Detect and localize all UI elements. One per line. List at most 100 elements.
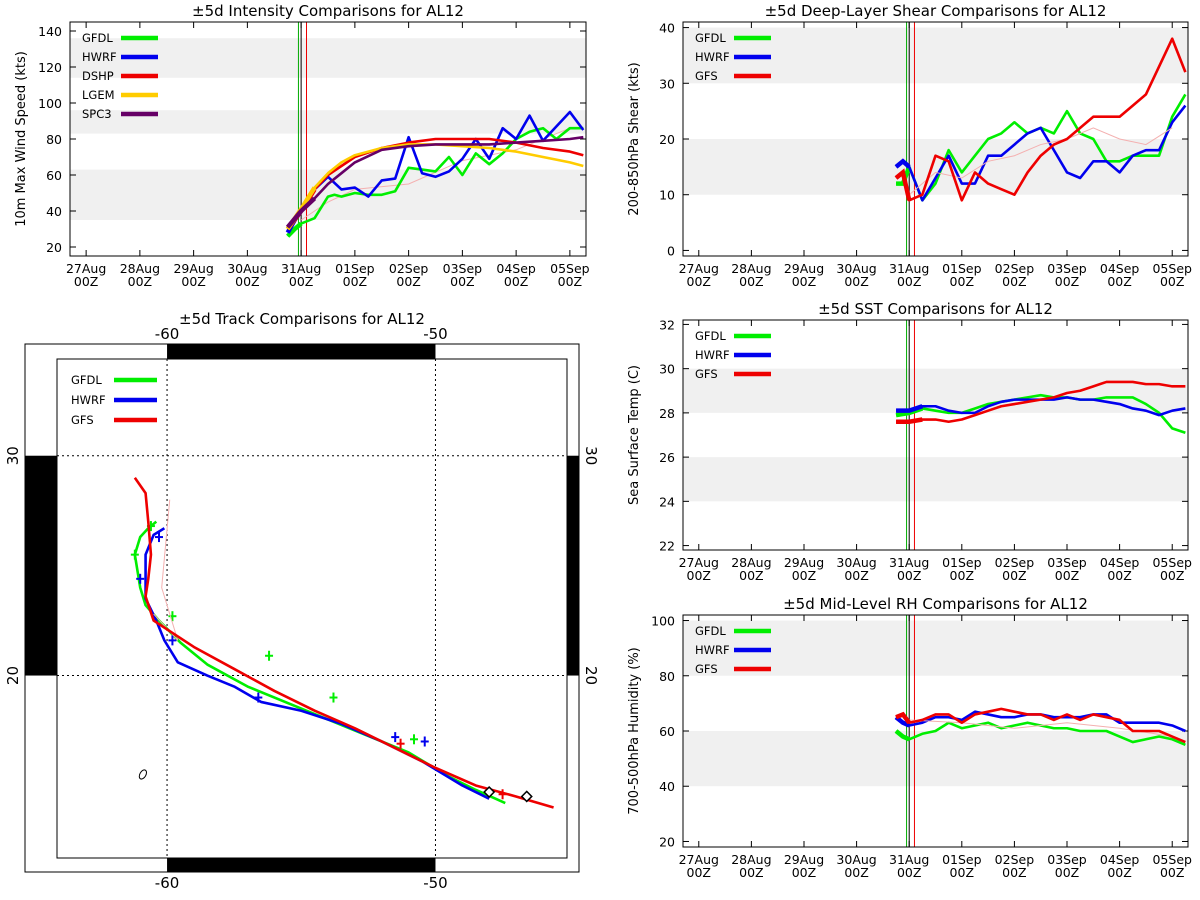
intensity-shade-band xyxy=(70,110,586,134)
track-lon-label-top: -50 xyxy=(423,325,448,343)
shear-xtick-day: 02Sep xyxy=(995,261,1035,276)
rh-xtick-hour: 00Z xyxy=(950,865,974,880)
intensity-xtick-day: 01Sep xyxy=(335,261,375,276)
shear-ylabel: 200-850hPa Shear (kts) xyxy=(627,62,642,215)
shear-xtick-day: 05Sep xyxy=(1152,261,1192,276)
sst-ytick-label: 22 xyxy=(659,539,675,554)
intensity-xtick-day: 30Aug xyxy=(227,261,267,276)
sst-xtick-day: 31Aug xyxy=(889,555,929,570)
shear-xtick-day: 31Aug xyxy=(889,261,929,276)
shear-ytick-label: 30 xyxy=(659,76,675,91)
rh-xtick-hour: 00Z xyxy=(897,865,921,880)
sst-xtick-hour: 00Z xyxy=(1160,568,1184,583)
sst-ytick-label: 32 xyxy=(659,317,675,332)
sst-ytick-label: 28 xyxy=(659,406,675,421)
intensity-ytick-label: 100 xyxy=(38,96,62,111)
rh-xtick-hour: 00Z xyxy=(1002,865,1026,880)
sst-legend-label: GFS xyxy=(695,367,718,381)
rh-gfs-init-segment xyxy=(895,711,911,725)
rh-ylabel: 700-500hPa Humidity (%) xyxy=(627,647,642,814)
shear-hwrf-init-segment xyxy=(894,158,911,169)
intensity-xtick-day: 03Sep xyxy=(443,261,483,276)
track-lon-label-bottom: -50 xyxy=(423,874,448,892)
shear-chart xyxy=(682,21,1189,257)
sst-gfs-line xyxy=(896,380,1186,424)
track-position-marker xyxy=(483,785,496,799)
track-border-bar xyxy=(167,858,436,872)
sst-xtick-hour: 00Z xyxy=(739,568,763,583)
intensity-title: ±5d Intensity Comparisons for AL12 xyxy=(192,2,464,20)
rh-xtick-day: 27Aug xyxy=(679,852,719,867)
shear-xtick-hour: 00Z xyxy=(739,274,763,289)
shear-hwrf-line xyxy=(895,104,1187,202)
shear-gfs-line xyxy=(895,37,1187,202)
intensity-ytick-label: 120 xyxy=(38,60,62,75)
sst-ytick-label: 26 xyxy=(659,450,675,465)
track-gfdl-line xyxy=(133,520,506,805)
track-lat-label-left: 30 xyxy=(4,446,22,465)
track-legend-label: GFS xyxy=(71,413,94,427)
rh-legend-label: HWRF xyxy=(695,643,730,657)
shear-xtick-hour: 00Z xyxy=(1160,274,1184,289)
shear-xtick-hour: 00Z xyxy=(1107,274,1131,289)
shear-legend-label: HWRF xyxy=(695,50,730,64)
sst-xtick-hour: 00Z xyxy=(687,568,711,583)
rh-xtick-day: 30Aug xyxy=(836,852,876,867)
sst-legend-label: HWRF xyxy=(695,348,730,362)
intensity-ytick-label: 40 xyxy=(46,204,62,219)
intensity-xtick-hour: 00Z xyxy=(558,274,582,289)
shear-ytick-label: 0 xyxy=(667,243,675,258)
intensity-legend-label: LGEM xyxy=(82,88,115,102)
sst-chart xyxy=(682,319,1189,551)
track-lon-label-top: -60 xyxy=(155,325,180,343)
rh-xtick-hour: 00Z xyxy=(1055,865,1079,880)
intensity-xtick-day: 28Aug xyxy=(120,261,160,276)
intensity-frame xyxy=(69,21,587,257)
intensity-ytick-label: 60 xyxy=(46,168,62,183)
rh-xtick-day: 05Sep xyxy=(1152,852,1192,867)
track-outer-frame xyxy=(24,343,580,873)
intensity-xtick-hour: 00Z xyxy=(74,274,98,289)
rh-frame xyxy=(682,614,1189,848)
sst-xtick-hour: 00Z xyxy=(1107,568,1131,583)
shear-ytick-label: 40 xyxy=(659,21,675,36)
intensity-xtick-hour: 00Z xyxy=(128,274,152,289)
intensity-xtick-hour: 00Z xyxy=(181,274,205,289)
intensity-legend-label: SPC3 xyxy=(82,107,112,121)
sst-xtick-hour: 00Z xyxy=(844,568,868,583)
rh-ytick-label: 100 xyxy=(651,614,675,629)
sst-gfdl-line xyxy=(895,393,1186,435)
track-lat-label-left: 20 xyxy=(4,666,22,685)
track-storm-glyph xyxy=(138,769,148,780)
rh-chart xyxy=(682,614,1189,848)
track-border-bar xyxy=(567,455,579,676)
sst-title: ±5d SST Comparisons for AL12 xyxy=(818,300,1053,318)
shear-xtick-day: 29Aug xyxy=(784,261,824,276)
sst-shade-band xyxy=(683,457,1188,502)
track-position-marker xyxy=(520,790,533,803)
intensity-xtick-hour: 00Z xyxy=(396,274,420,289)
shear-xtick-day: 27Aug xyxy=(679,261,719,276)
shear-frame xyxy=(682,21,1189,257)
shear-title: ±5d Deep-Layer Shear Comparisons for AL1… xyxy=(765,2,1107,20)
track-inner-frame xyxy=(56,358,568,859)
shear-xtick-day: 30Aug xyxy=(836,261,876,276)
intensity-ytick-label: 140 xyxy=(38,24,62,39)
sst-xtick-day: 01Sep xyxy=(942,555,982,570)
sst-xtick-hour: 00Z xyxy=(1055,568,1079,583)
intensity-ytick-label: 80 xyxy=(46,132,62,147)
track-border-bar xyxy=(25,455,57,676)
shear-xtick-day: 28Aug xyxy=(731,261,771,276)
intensity-xtick-hour: 00Z xyxy=(450,274,474,289)
shear-xtick-hour: 00Z xyxy=(897,274,921,289)
sst-gfs-init-segment xyxy=(896,417,923,424)
rh-title: ±5d Mid-Level RH Comparisons for AL12 xyxy=(783,595,1088,613)
intensity-xtick-hour: 00Z xyxy=(235,274,259,289)
shear-ytick-label: 10 xyxy=(659,188,675,203)
intensity-lgem-line xyxy=(286,143,584,230)
intensity-xtick-hour: 00Z xyxy=(289,274,313,289)
track-lat-label-right: 20 xyxy=(582,666,600,685)
rh-ytick-label: 40 xyxy=(659,779,675,794)
intensity-ylabel: 10m Max Wind Speed (kts) xyxy=(14,51,29,227)
